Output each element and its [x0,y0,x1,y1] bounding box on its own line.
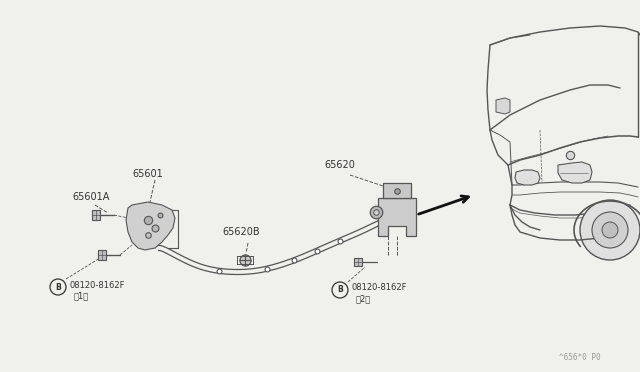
Text: B: B [337,285,343,295]
Text: 08120-8162F: 08120-8162F [69,280,125,289]
Text: （1）: （1） [74,292,89,301]
Text: 08120-8162F: 08120-8162F [351,283,406,292]
Text: 65620: 65620 [324,160,355,170]
Polygon shape [496,98,510,114]
Polygon shape [558,162,592,183]
Text: B: B [55,282,61,292]
Polygon shape [354,258,362,266]
Polygon shape [98,250,106,260]
Text: 65601: 65601 [132,169,163,179]
Circle shape [602,222,618,238]
Circle shape [580,200,640,260]
Text: 65620B: 65620B [222,227,260,237]
Circle shape [592,212,628,248]
Text: ^656*0 P0: ^656*0 P0 [559,353,601,362]
Text: （2）: （2） [356,295,371,304]
Text: 65601A: 65601A [72,192,109,202]
Polygon shape [126,202,175,250]
Polygon shape [378,198,416,236]
Polygon shape [515,170,540,185]
Polygon shape [383,183,411,198]
Polygon shape [92,210,100,220]
